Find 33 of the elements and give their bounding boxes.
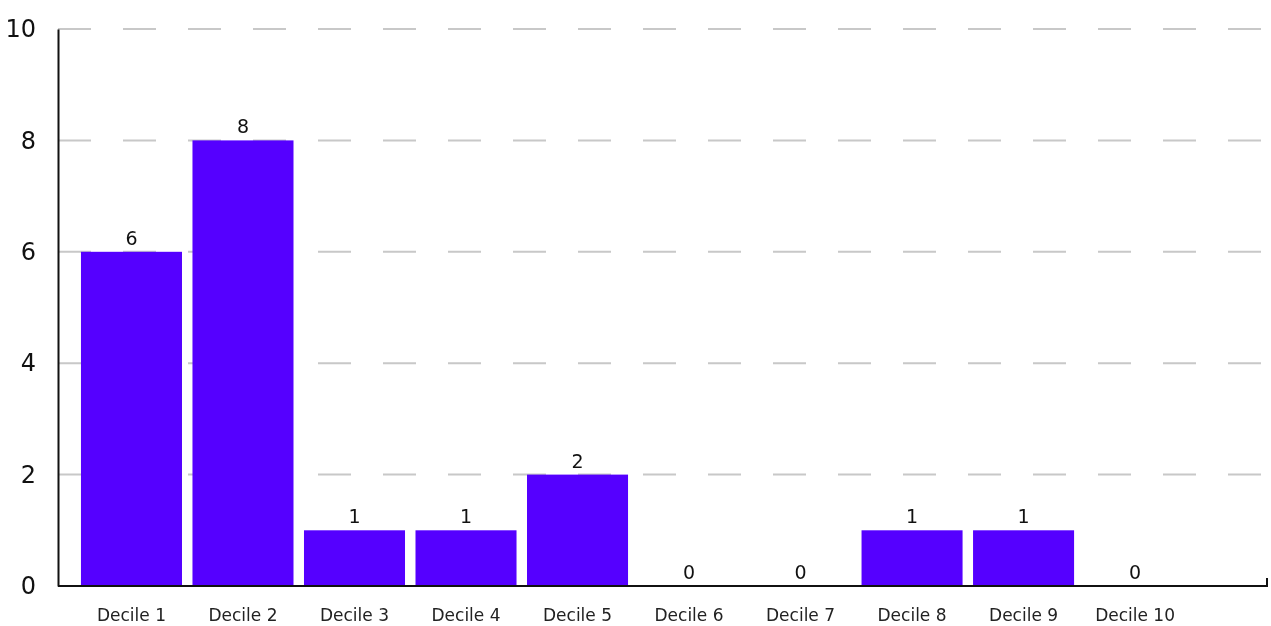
data-label: 1 bbox=[348, 505, 361, 528]
x-tick-label: Decile 1 bbox=[96, 605, 166, 625]
bar bbox=[861, 530, 963, 586]
x-tick-label: Decile 10 bbox=[1095, 605, 1175, 625]
y-tick-label: 2 bbox=[20, 460, 36, 489]
bar bbox=[192, 140, 294, 586]
y-tick-label: 4 bbox=[20, 349, 36, 378]
y-tick-label: 10 bbox=[5, 15, 36, 44]
x-tick-label: Decile 8 bbox=[877, 605, 947, 625]
x-tick-label: Decile 3 bbox=[319, 605, 390, 625]
data-label: 1 bbox=[1017, 505, 1030, 528]
data-label: 8 bbox=[236, 115, 250, 138]
bar bbox=[80, 251, 182, 586]
x-tick-label: Decile 6 bbox=[654, 605, 724, 625]
x-tick-label: Decile 7 bbox=[766, 605, 836, 625]
x-tick-label: Decile 9 bbox=[989, 605, 1059, 625]
y-tick-label: 8 bbox=[20, 126, 36, 155]
data-label: 0 bbox=[1129, 561, 1142, 583]
bar bbox=[303, 530, 406, 586]
bar bbox=[527, 474, 629, 586]
data-label: 1 bbox=[906, 505, 919, 528]
bar bbox=[973, 530, 1075, 586]
data-label: 0 bbox=[794, 561, 807, 583]
bar bbox=[415, 530, 517, 586]
x-tick-label: Decile 2 bbox=[208, 605, 278, 625]
x-tick-label: Decile 5 bbox=[543, 605, 613, 625]
data-label: 6 bbox=[125, 226, 138, 249]
y-tick-label: 0 bbox=[20, 572, 36, 601]
data-label: 1 bbox=[459, 505, 473, 528]
data-label: 0 bbox=[682, 561, 696, 583]
y-tick-label: 6 bbox=[20, 237, 36, 266]
x-tick-label: Decile 4 bbox=[431, 605, 501, 625]
data-label: 2 bbox=[571, 449, 584, 472]
